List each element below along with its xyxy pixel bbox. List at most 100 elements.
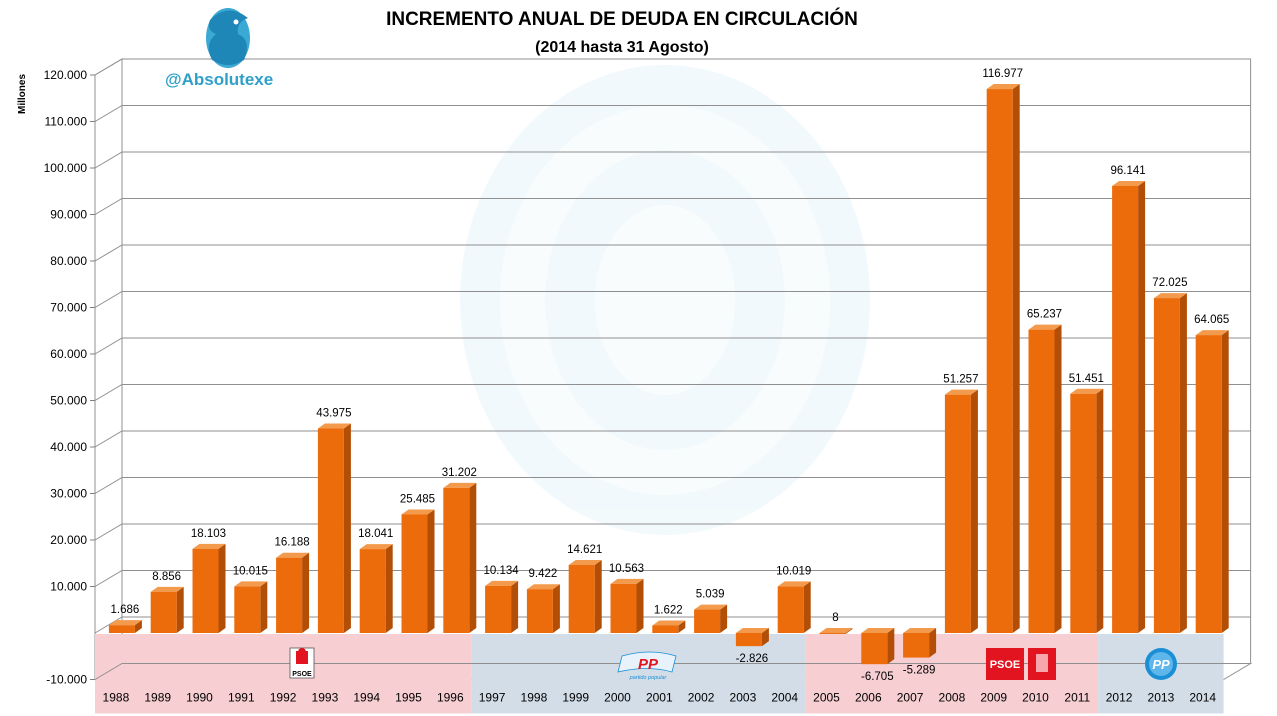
bar-front [610, 583, 637, 633]
x-tick-label-2006: 2006 [855, 691, 882, 705]
bar-top [1070, 388, 1104, 394]
x-axis-ticks: 1988 1989 1990 1991 1992 1993 1994 1995 1996 1997… [103, 691, 1217, 705]
bar-side [929, 628, 937, 658]
bar-1994 [359, 544, 393, 633]
bar-side [302, 552, 310, 633]
bar-front [819, 632, 846, 634]
chart-title: INCREMENTO ANUAL DE DEUDA EN CIRCULACIÓN [386, 8, 858, 30]
bar-front [1112, 185, 1139, 634]
bar-side [845, 627, 853, 634]
x-tick-label-2012: 2012 [1106, 691, 1133, 705]
data-label-1991: 10.015 [233, 565, 268, 577]
y-tick-label: 70.000 [50, 301, 87, 315]
pp-logo-1: PP partido popular [617, 651, 677, 681]
griffin-logo-icon [206, 8, 250, 68]
bar-top [150, 586, 184, 592]
x-tick-label-2008: 2008 [939, 691, 966, 705]
bar-side [1221, 330, 1229, 633]
bar-front [234, 586, 261, 633]
bar-side [1179, 293, 1187, 633]
bar-top [1153, 293, 1187, 299]
bar-side [176, 586, 184, 633]
bar-top [652, 620, 686, 626]
pp-logo-1-tagline: partido popular [629, 675, 668, 681]
bar-top [234, 581, 268, 587]
gridline [94, 105, 1251, 122]
y-axis-ticks: -10.000 10.000 20.000 30.000 40.000 50.000 60.… [44, 68, 95, 687]
data-label-2000: 10.563 [609, 563, 644, 575]
y-tick-label: 50.000 [50, 394, 87, 408]
bar-top [986, 84, 1020, 90]
data-label-2014: 64.065 [1194, 314, 1229, 326]
bar-1997 [485, 580, 519, 633]
gridline [94, 430, 1251, 448]
data-label-1999: 14.621 [567, 544, 602, 556]
bar-top [192, 543, 226, 549]
bar-top [401, 509, 435, 515]
y-tick-label: 60.000 [50, 347, 87, 361]
data-label-1995: 25.485 [400, 493, 435, 505]
watermark-emblem [460, 65, 870, 535]
data-label-2010: 65.237 [1027, 309, 1062, 321]
x-tick-label-1997: 1997 [479, 691, 506, 705]
bar-side [887, 628, 895, 665]
bar-front [1070, 393, 1097, 633]
bar-side [134, 620, 142, 633]
band-pp-1 [471, 634, 806, 714]
bar-front [568, 565, 595, 633]
bar-1999 [568, 560, 602, 633]
side-wall [94, 58, 123, 681]
x-tick-label-2014: 2014 [1189, 691, 1216, 705]
y-axis-title: Millones [17, 74, 28, 114]
y-tick-label: -10.000 [46, 673, 87, 687]
bar-front [108, 625, 135, 633]
bar-side [427, 509, 435, 633]
x-tick-label-1988: 1988 [103, 691, 130, 705]
bar-front [694, 609, 721, 633]
gridline [94, 570, 1251, 587]
gridline [94, 384, 1251, 401]
x-tick-label-1998: 1998 [521, 691, 548, 705]
bar-side [218, 543, 226, 633]
bar-front [443, 487, 470, 633]
x-tick-label-1990: 1990 [186, 691, 213, 705]
x-tick-label-2002: 2002 [688, 691, 715, 705]
bar-front [1028, 329, 1055, 633]
bar-1990 [192, 543, 226, 633]
gridline [94, 151, 1251, 169]
bar-side [636, 578, 644, 633]
data-label-2012: 96.141 [1111, 165, 1146, 177]
y-tick-label: 20.000 [50, 533, 87, 547]
data-label-2011: 51.451 [1069, 373, 1104, 385]
bar-2004 [777, 581, 811, 633]
bar-front [735, 633, 762, 647]
bar-side [1138, 180, 1146, 634]
x-tick-label-1993: 1993 [312, 691, 339, 705]
bar-top [903, 628, 937, 633]
bar-top [568, 560, 602, 566]
x-tick-label-2003: 2003 [730, 691, 757, 705]
data-label-2007: -5.289 [903, 665, 936, 677]
bar-side [469, 482, 477, 633]
bar-2007 [903, 628, 937, 658]
bar-front [401, 514, 428, 633]
data-label-1996: 31.202 [442, 467, 477, 479]
data-label-2004: 10.019 [776, 565, 811, 577]
bar-top [359, 544, 393, 550]
bar-1996 [443, 482, 477, 633]
bar-top [944, 389, 978, 395]
x-tick-label-1989: 1989 [144, 691, 171, 705]
bar-side [511, 580, 519, 633]
bar-2008 [944, 389, 978, 633]
bar-2009 [986, 84, 1020, 634]
bar-side [594, 560, 602, 633]
data-label-1990: 18.103 [191, 528, 226, 540]
bar-2006 [861, 628, 895, 665]
bar-1995 [401, 509, 435, 633]
bar-top [1195, 330, 1229, 336]
bar-top [1028, 324, 1062, 330]
bar-2001 [652, 620, 686, 633]
bar-top [443, 482, 477, 488]
y-tick-label: 30.000 [50, 487, 87, 501]
bar-top [276, 552, 310, 558]
